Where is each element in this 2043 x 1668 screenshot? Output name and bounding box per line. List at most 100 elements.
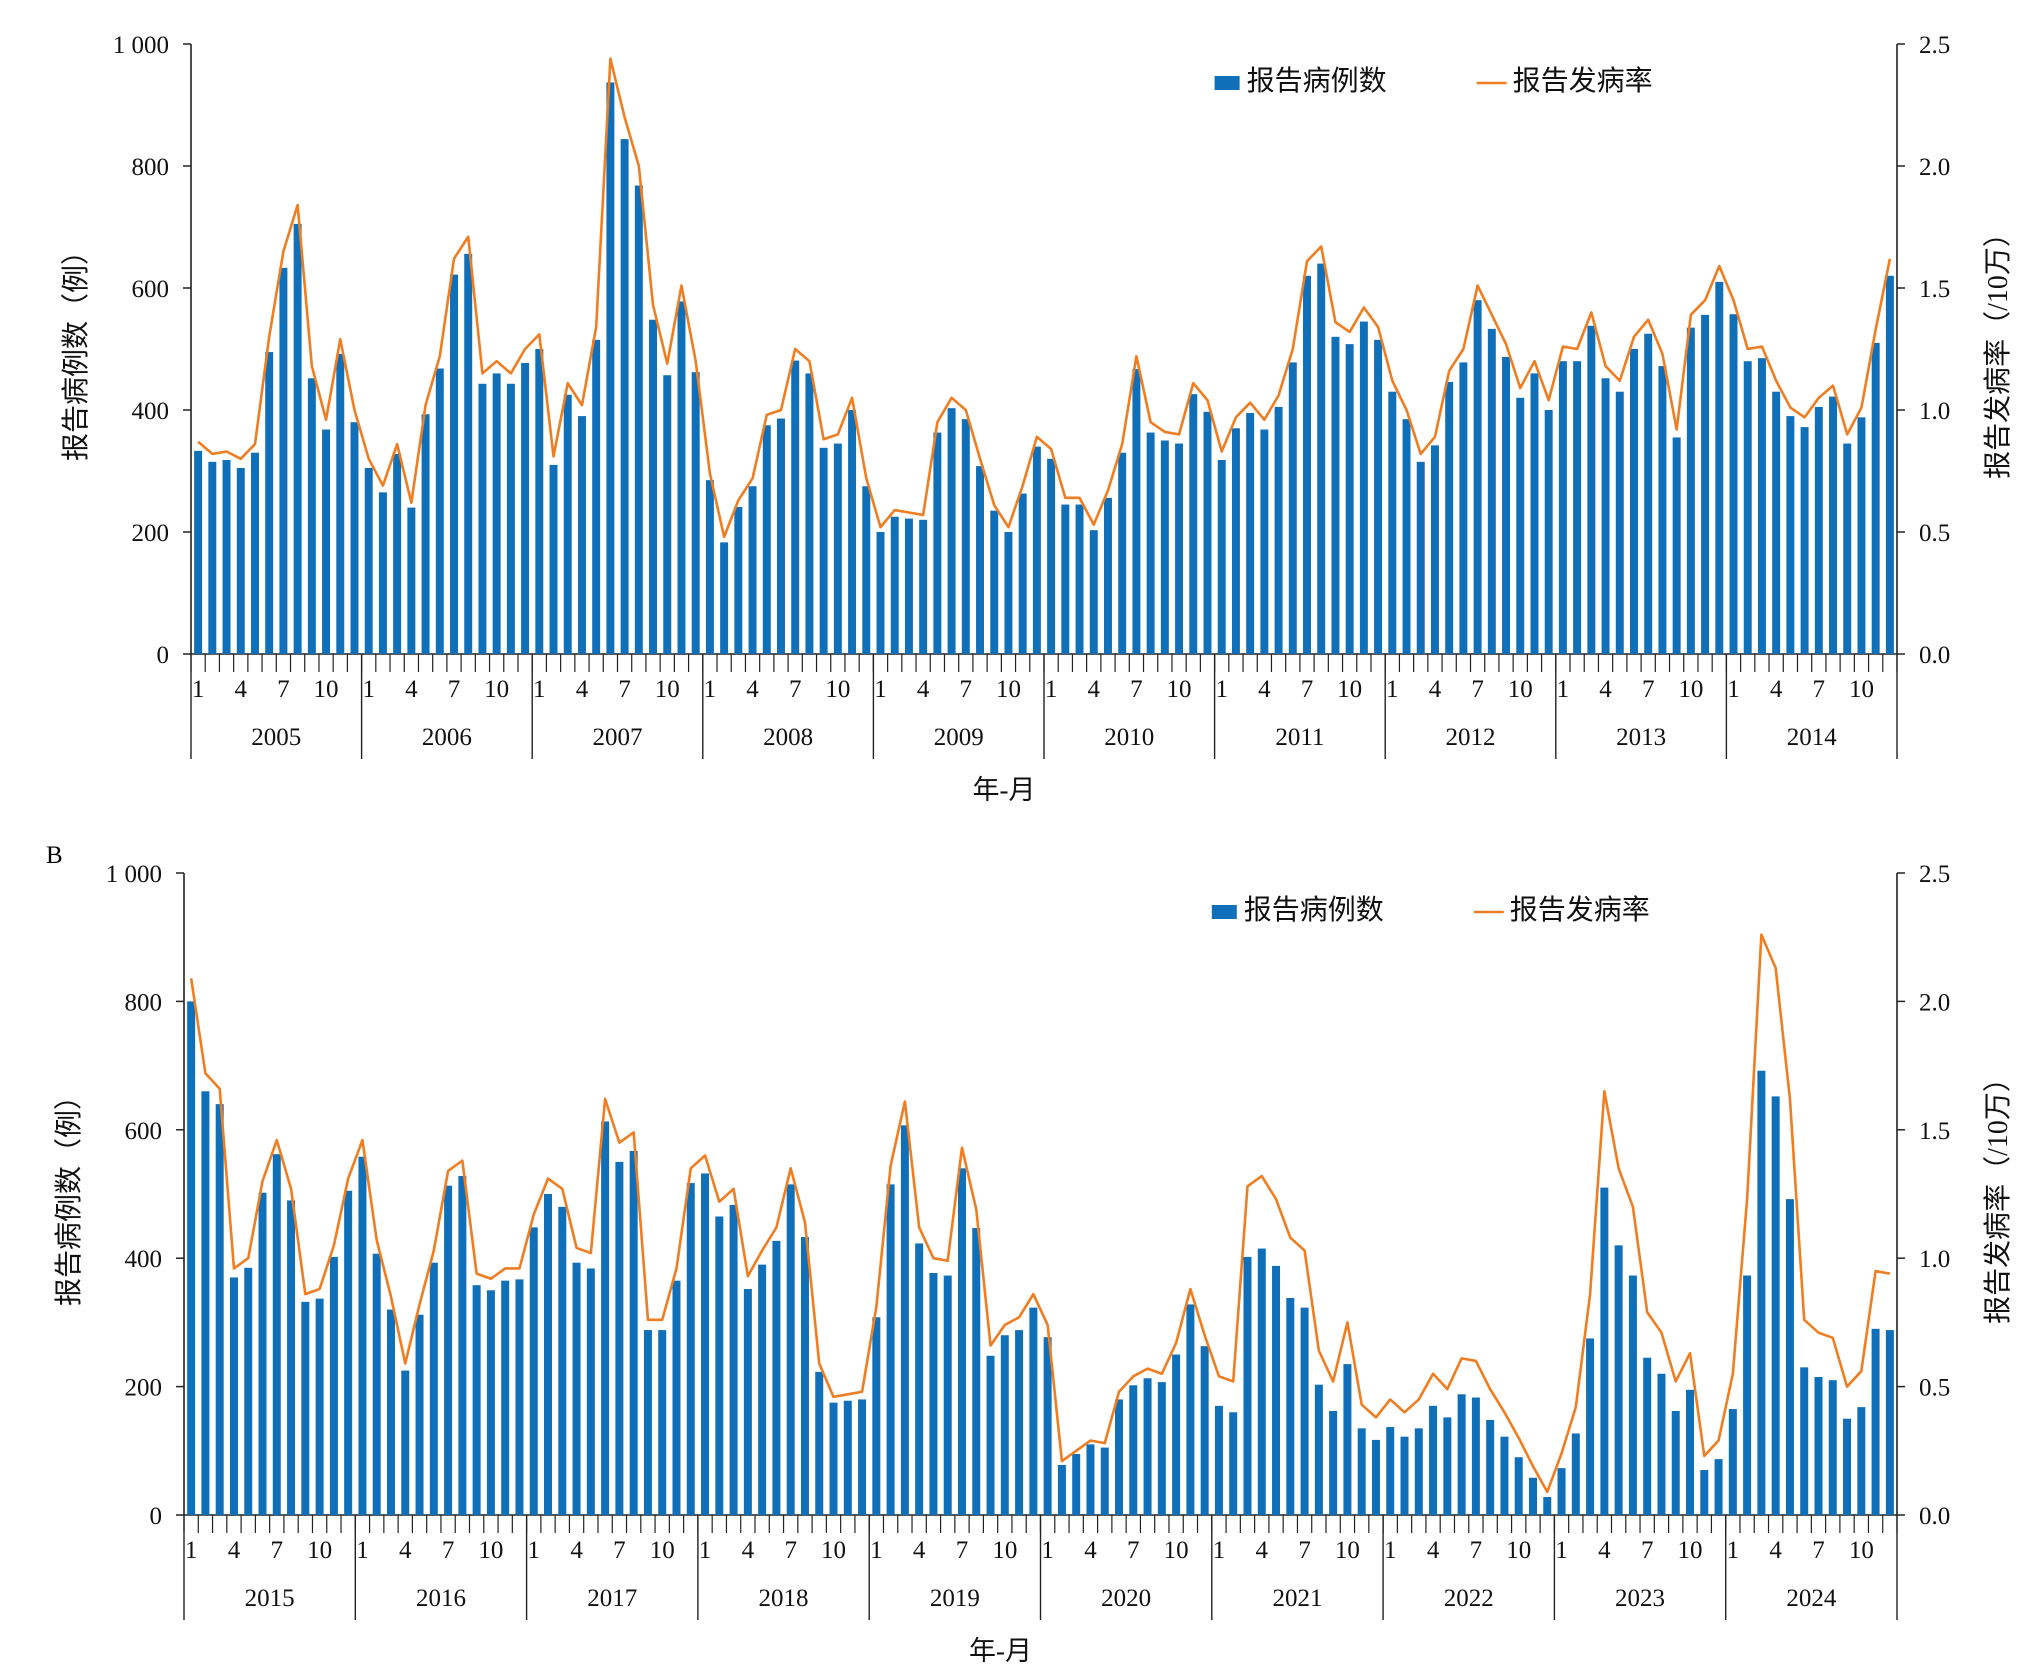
y-tick-label: 0 (150, 1503, 163, 1530)
month-label: 1 (1384, 1537, 1397, 1564)
bar (686, 1183, 695, 1515)
bar (450, 274, 458, 654)
bar (1386, 1427, 1395, 1515)
y-tick-label: 400 (132, 398, 170, 425)
y2-tick-label: 0.0 (1919, 642, 1950, 669)
bar (986, 1355, 995, 1515)
month-label: 1 (1555, 1537, 1568, 1564)
bar (606, 82, 615, 655)
bar (407, 507, 416, 654)
bar (1089, 530, 1098, 654)
panel-b-label: B (46, 842, 63, 869)
bar (1231, 428, 1240, 654)
bar (943, 1275, 952, 1515)
bar (1061, 504, 1070, 654)
month-label: 4 (1769, 1537, 1782, 1564)
bar (890, 516, 899, 654)
bar (1729, 314, 1738, 654)
bar (1331, 336, 1340, 654)
bar (900, 1125, 909, 1515)
month-label: 10 (307, 1537, 332, 1564)
legend-line-label: 报告发病率 (1513, 65, 1653, 97)
bar (1015, 1330, 1024, 1515)
bar (1200, 1346, 1209, 1515)
month-label: 7 (956, 1537, 969, 1564)
bar (1217, 460, 1226, 654)
bar (1743, 361, 1752, 654)
bar (1644, 333, 1653, 654)
bar (1757, 358, 1766, 654)
month-label: 10 (825, 676, 850, 703)
bar (848, 410, 857, 654)
month-label: 10 (1335, 1537, 1360, 1564)
bar (833, 443, 842, 654)
bar (715, 1216, 724, 1515)
year-label: 2006 (422, 724, 472, 751)
bar (444, 1185, 453, 1515)
y-tick-label: 0 (157, 642, 170, 669)
bar (287, 1200, 296, 1515)
y2-tick-label: 2.0 (1919, 154, 1950, 181)
bar (1715, 281, 1724, 654)
y-tick-label: 200 (132, 520, 170, 547)
month-label: 1 (1386, 676, 1399, 703)
bar (315, 1298, 324, 1515)
month-label: 1 (362, 676, 375, 703)
month-label: 4 (399, 1537, 412, 1564)
month-label: 1 (699, 1537, 712, 1564)
bar (1129, 1385, 1138, 1515)
bar (1643, 1357, 1652, 1515)
bar (862, 486, 871, 654)
bar (1714, 1459, 1723, 1515)
year-label: 2017 (587, 1585, 637, 1612)
bar (1885, 1330, 1894, 1515)
bar (1628, 1275, 1637, 1515)
bar (435, 368, 444, 654)
bar (1214, 1405, 1223, 1515)
bar (1416, 461, 1425, 654)
month-label: 7 (448, 676, 461, 703)
month-label: 4 (235, 676, 248, 703)
month-label: 10 (1849, 676, 1874, 703)
month-label: 4 (405, 676, 418, 703)
bar (1728, 1409, 1737, 1515)
bar (572, 1262, 581, 1515)
month-label: 7 (1127, 1537, 1140, 1564)
bar (1047, 458, 1056, 654)
bar (762, 425, 771, 654)
bar (1043, 1337, 1052, 1515)
year-label: 2018 (759, 1585, 809, 1612)
month-label: 10 (1678, 1537, 1703, 1564)
bar (1800, 427, 1809, 654)
bar (772, 1240, 781, 1515)
bar (1487, 328, 1496, 654)
legend-bar-label: 报告病例数 (1244, 894, 1384, 926)
bar (563, 394, 572, 654)
month-label: 7 (1642, 676, 1655, 703)
bar (1814, 1376, 1823, 1515)
y-axis-title: 报告病例数（例） (60, 237, 92, 461)
y2-tick-label: 1.0 (1919, 398, 1950, 425)
bar (322, 429, 331, 654)
bar (1857, 1407, 1866, 1515)
bar (208, 461, 217, 654)
month-label: 4 (228, 1537, 241, 1564)
bar (720, 542, 729, 654)
y-tick-label: 800 (125, 989, 163, 1016)
bar (1502, 356, 1511, 654)
bar (691, 372, 700, 654)
bar (378, 492, 387, 654)
y2-tick-label: 0.0 (1919, 1503, 1950, 1530)
month-label: 4 (1429, 676, 1442, 703)
bar (1686, 1389, 1695, 1515)
bar (1286, 1298, 1295, 1515)
bar (372, 1253, 381, 1515)
bar (1100, 1447, 1109, 1515)
bar (1500, 1436, 1509, 1515)
bar (1160, 440, 1169, 654)
bar (786, 1184, 795, 1515)
year-label: 2016 (416, 1585, 466, 1612)
year-label: 2010 (1104, 724, 1154, 751)
